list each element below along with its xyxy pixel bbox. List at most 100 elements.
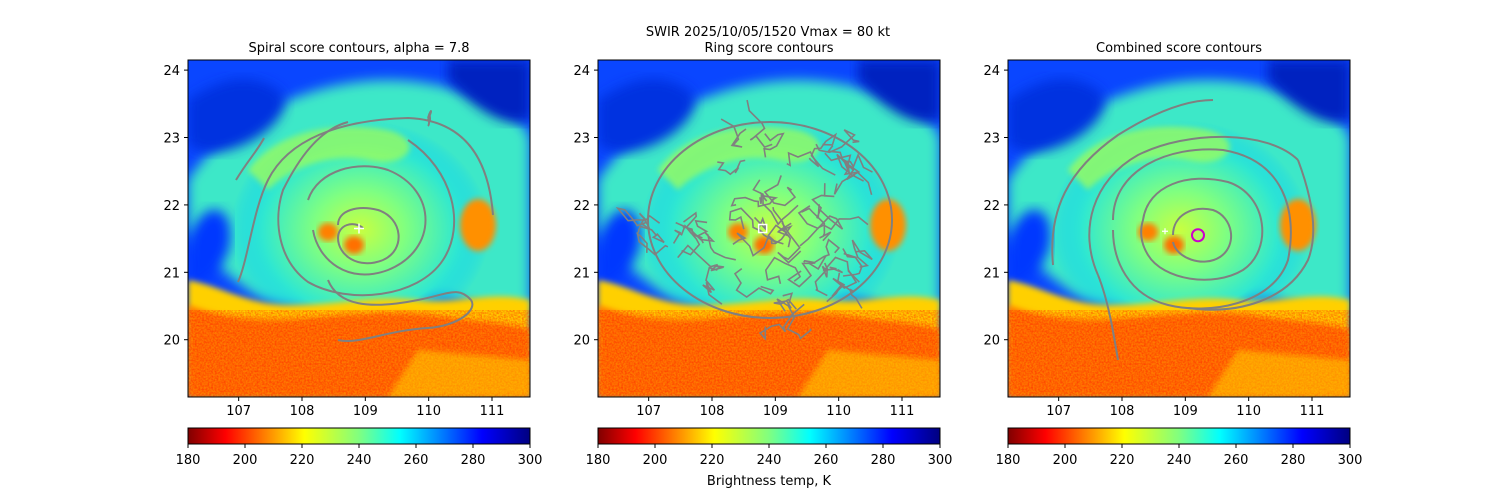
- brightness-temperature-field: [188, 60, 530, 397]
- x-tick-label: 109: [763, 404, 788, 419]
- ring-contour-line: [682, 211, 703, 239]
- ring-contour-line: [720, 118, 747, 148]
- score-contours: [615, 99, 893, 341]
- spiral-contour-line: [336, 207, 400, 265]
- y-tick-label: 23: [573, 132, 590, 147]
- center-circle-marker: [1191, 228, 1205, 243]
- ring-contour-line: [677, 244, 725, 272]
- y-tick-label: 24: [573, 64, 590, 79]
- ring-contour-line: [801, 207, 832, 242]
- ring-contour-line: [758, 303, 805, 341]
- x-tick-label: 110: [826, 404, 851, 419]
- panel-title: Ring score contours: [704, 41, 833, 56]
- axes-frame: [597, 59, 941, 398]
- ring-contour-line: [615, 206, 647, 227]
- spiral-contour-line: [277, 121, 456, 297]
- x-tick-label: 108: [700, 404, 725, 419]
- spiral-contour-line: [337, 299, 474, 342]
- spiral-contour-line: [307, 165, 427, 276]
- field-cold-w: [1008, 209, 1051, 290]
- x-tick-label: 108: [1110, 404, 1135, 419]
- ring-contour-line: [672, 224, 701, 256]
- ring-contour-line: [699, 232, 736, 261]
- panel-combined: 107 108 109 110 111 20 21 22 23 24 Combined score …: [983, 41, 1362, 468]
- colorbar-tick-label: 300: [928, 453, 953, 468]
- y-tick-label: 20: [983, 334, 1000, 349]
- y-tick-label: 21: [983, 266, 1000, 281]
- x-tick-label: 108: [290, 404, 315, 419]
- ring-contour-line: [833, 162, 861, 195]
- ring-contour-line: [772, 206, 792, 248]
- x-tick-label: 110: [416, 404, 441, 419]
- colorbar-tick-label: 240: [347, 453, 372, 468]
- colorbar-tick-label: 280: [871, 453, 896, 468]
- panel-title: Combined score contours: [1096, 41, 1262, 56]
- brightness-temperature-field: [1008, 60, 1350, 397]
- ring-contour-line: [777, 221, 802, 264]
- y-tick-label: 20: [573, 334, 590, 349]
- ring-contour-line: [797, 205, 844, 230]
- colorbar-gradient: [597, 427, 941, 445]
- panel-ring: 107 108 109 110 111 20 21 22 23 24 Ring score cont…: [573, 41, 952, 468]
- x-tick-label: 111: [890, 404, 915, 419]
- score-contours: [1051, 99, 1315, 361]
- field-cold-w: [188, 209, 231, 290]
- ring-contour-line: [786, 150, 820, 168]
- ring-contour-line: [838, 152, 873, 174]
- field-warm-eye-1: [1138, 223, 1158, 241]
- ring-contour-line: [752, 179, 799, 226]
- y-tick-label: 23: [163, 132, 180, 147]
- score-contours: [235, 110, 494, 342]
- field-cold-nw: [598, 79, 695, 152]
- colorbar-tick-label: 200: [233, 453, 258, 468]
- ring-contour-cluster: [615, 99, 893, 341]
- colorbar-tick-label: 220: [290, 453, 315, 468]
- colorbar-tick-label: 220: [1110, 453, 1135, 468]
- ring-contour-line: [822, 256, 860, 283]
- ring-contour-line: [770, 222, 793, 245]
- ring-contour-line: [702, 266, 723, 305]
- field-warm-eye-2: [344, 236, 364, 254]
- y-tick-label: 24: [163, 64, 180, 79]
- combined-contour-line: [1112, 148, 1292, 310]
- figure-suptitle: SWIR 2025/10/05/1520 Vmax = 80 kt: [646, 25, 890, 40]
- spiral-contour-line: [235, 137, 265, 181]
- ring-contour-line: [717, 159, 746, 176]
- field-green-arc: [248, 126, 410, 190]
- ring-contour-line: [851, 239, 873, 268]
- ring-contour-line: [764, 256, 802, 284]
- field-warm-eye-2: [754, 236, 774, 254]
- ring-contour-line: [728, 207, 763, 233]
- combined-contour-line: [1097, 274, 1119, 361]
- combined-contour-line: [1051, 99, 1214, 266]
- center-square-marker: [757, 223, 768, 234]
- x-tick-label: 111: [480, 404, 505, 419]
- y-tick-label: 21: [163, 266, 180, 281]
- axes-frame: [187, 59, 531, 398]
- ring-contour-line: [763, 175, 797, 207]
- y-tick-label: 22: [573, 199, 590, 214]
- ring-contour-line: [826, 269, 858, 303]
- colorbar-tick-label: 280: [461, 453, 486, 468]
- combined-contour-line: [1088, 135, 1299, 276]
- ring-contour-line: [803, 238, 841, 264]
- panel-title: Spiral score contours, alpha = 7.8: [248, 41, 469, 56]
- field-warm-eye-1: [318, 223, 338, 241]
- colorbar: 180 200 220 240 260 280 300: [996, 427, 1362, 468]
- colorbar-tick-label: 200: [1053, 453, 1078, 468]
- y-tick-label: 24: [983, 64, 1000, 79]
- combined-contour-line: [1172, 207, 1233, 263]
- y-tick-label: 22: [983, 199, 1000, 214]
- center-plus-marker: [354, 223, 364, 234]
- colorbar-tick-label: 200: [643, 453, 668, 468]
- ring-contour-line: [746, 99, 773, 149]
- combined-contour-line: [1187, 159, 1315, 311]
- field-warm-east: [870, 199, 906, 251]
- field-cold-nw: [1008, 79, 1105, 152]
- colorbar-tick-label: 260: [1224, 453, 1249, 468]
- field-land-se: [388, 350, 530, 397]
- x-tick-label: 107: [636, 404, 661, 419]
- colorbar-tick-label: 180: [996, 453, 1021, 468]
- combined-contour-line: [1140, 177, 1264, 281]
